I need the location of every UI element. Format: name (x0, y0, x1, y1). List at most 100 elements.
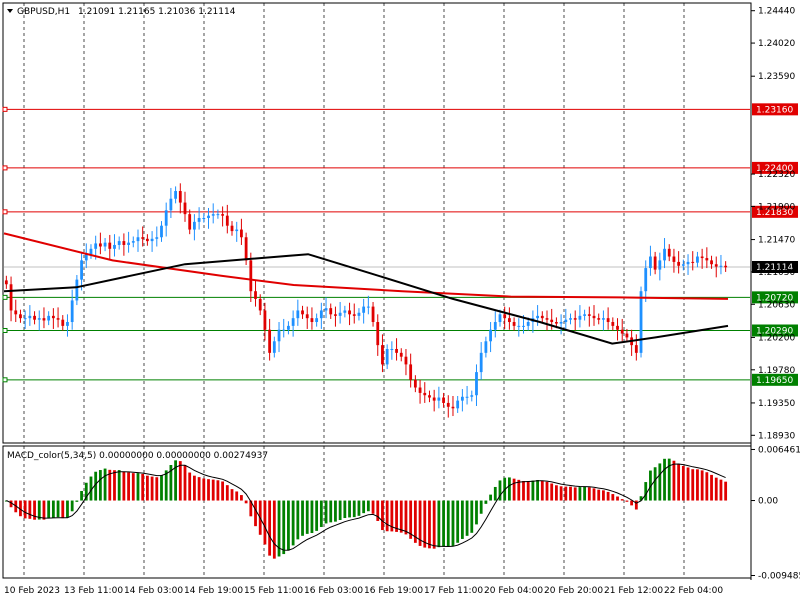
macd-bar (80, 490, 83, 501)
macd-bar (681, 465, 685, 501)
candle-body (653, 256, 657, 270)
candle-body (555, 322, 558, 324)
macd-bar (465, 500, 469, 536)
macd-bar (446, 500, 450, 547)
candle-body (272, 341, 276, 353)
candle-body (399, 352, 403, 357)
macd-bar (56, 500, 60, 518)
macd-bar (108, 469, 112, 501)
level-price-tag (752, 291, 798, 304)
candle-body (28, 315, 32, 319)
candle-body (677, 261, 681, 266)
candle-body (649, 256, 652, 269)
candle-body (319, 310, 323, 319)
candle-body (108, 242, 112, 249)
collapse-triangle-icon[interactable] (7, 9, 13, 13)
macd-bar (291, 500, 295, 546)
candle-body (254, 291, 257, 299)
grid-lines (23, 3, 685, 578)
candle-body (409, 364, 413, 380)
candle-body (583, 314, 587, 316)
macd-bar (390, 500, 394, 532)
macd-label: MACD_color(5,34,5) 0.00000000 0.00000000… (7, 451, 268, 461)
price-tick-label: 1.21900 (758, 202, 795, 212)
macd-bar (315, 500, 319, 531)
candle-body (550, 319, 554, 323)
macd-bar (334, 500, 337, 522)
macd-bar (183, 465, 187, 501)
candle-body (197, 217, 201, 222)
candle-body (611, 322, 615, 326)
candle-body (14, 310, 18, 315)
time-tick-label: 20 Feb 04:00 (484, 586, 543, 596)
candle-body (428, 395, 431, 398)
candle-body (216, 214, 220, 216)
macd-bar (616, 496, 619, 501)
candle-body (517, 325, 521, 327)
macd-bar (211, 479, 215, 501)
macd-bar (164, 470, 168, 501)
macd-bar (649, 470, 652, 501)
macd-bar (254, 500, 257, 527)
macd-bar (376, 500, 380, 521)
macd-bar (724, 481, 728, 501)
candle-body (460, 396, 464, 401)
candle-body (348, 310, 351, 315)
price-tick-label: 1.22320 (758, 170, 795, 180)
candle-body (710, 260, 713, 265)
macd-bar (550, 483, 554, 501)
macd-bar (714, 477, 718, 501)
candle-body (305, 314, 309, 319)
macd-bar (160, 475, 163, 501)
macd-bar (653, 467, 657, 501)
candle-body (61, 319, 65, 326)
macd-histogram (4, 458, 728, 559)
candle-body (23, 318, 27, 320)
candle-body (155, 237, 159, 239)
macd-bar (404, 500, 408, 535)
macd-bar (84, 482, 88, 501)
candle-body (616, 325, 619, 330)
macd-bar (413, 500, 417, 543)
candle-body (700, 256, 704, 259)
candle-body (131, 241, 135, 243)
candle-body (507, 318, 511, 323)
macd-bar (667, 458, 671, 501)
macd-bar (583, 486, 587, 501)
macd-bar (672, 460, 676, 501)
macd-bar (634, 500, 638, 510)
macd-bar (437, 500, 441, 548)
macd-bar (611, 494, 615, 501)
candle-body (498, 314, 502, 323)
macd-bar (150, 476, 154, 501)
candle-body (75, 279, 79, 301)
macd-bar (221, 481, 225, 501)
candle-body (658, 260, 662, 270)
candle-body (479, 352, 483, 373)
candle-body (66, 322, 69, 326)
macd-bar (442, 500, 445, 547)
candle-body (324, 308, 328, 311)
macd-bar (277, 500, 281, 557)
macd-bar (188, 472, 192, 501)
macd-bar (272, 500, 276, 559)
macd-bar (310, 500, 314, 534)
candle-body (202, 217, 206, 219)
price-tick-label: 1.20200 (758, 333, 795, 343)
candle-body (639, 291, 643, 353)
candle-body (620, 329, 624, 334)
candle-body (691, 261, 695, 263)
time-tick-label: 13 Feb 11:00 (64, 586, 123, 596)
time-tick-label: 22 Feb 04:00 (664, 586, 723, 596)
macd-bar (663, 458, 666, 501)
macd-bar (127, 472, 130, 501)
candle-body (357, 312, 361, 316)
candle-body (117, 241, 121, 245)
candle-body (51, 315, 55, 319)
candle-body (56, 318, 60, 320)
candle-body (315, 318, 319, 323)
macd-bar (625, 500, 629, 502)
candle-body (230, 225, 234, 232)
candle-body (404, 356, 408, 365)
price-tick-label: 1.19350 (758, 399, 795, 409)
